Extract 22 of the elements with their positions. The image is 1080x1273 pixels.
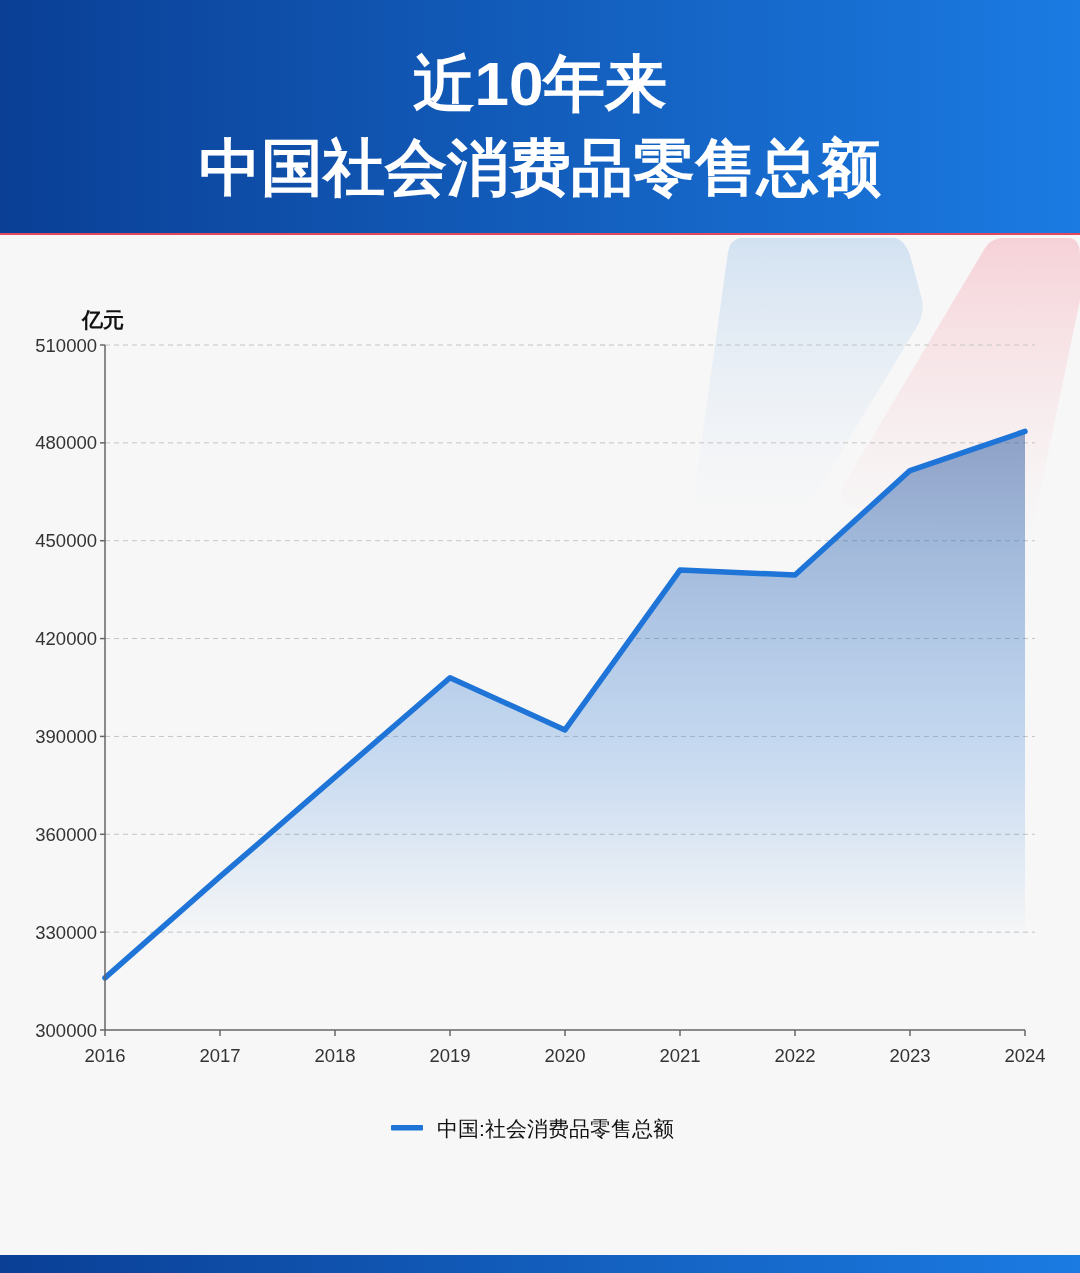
y-axis-title: 亿元 <box>81 308 124 331</box>
x-tick-label: 2023 <box>889 1045 931 1066</box>
x-tick-label: 2021 <box>659 1045 701 1066</box>
y-tick-label: 330000 <box>35 921 97 943</box>
y-tick-label: 480000 <box>35 432 97 454</box>
y-tick-label: 420000 <box>35 628 97 650</box>
y-tick-label: 360000 <box>35 823 97 845</box>
y-tick-label: 300000 <box>35 1019 97 1041</box>
chart-title: 近10年来 <box>412 49 668 118</box>
y-tick-label: 390000 <box>35 725 97 747</box>
x-tick-label: 2018 <box>314 1045 356 1066</box>
x-tick-label: 2019 <box>429 1045 471 1066</box>
x-tick-label: 2024 <box>1004 1045 1046 1066</box>
y-tick-label: 510000 <box>35 334 97 356</box>
x-tick-label: 2020 <box>544 1045 586 1066</box>
legend: 中国:社会消费品零售总额 <box>391 1116 674 1140</box>
chart-subtitle: 中国社会消费品零售总额 <box>199 133 881 202</box>
x-tick-label: 2022 <box>774 1045 816 1066</box>
legend-label: 中国:社会消费品零售总额 <box>437 1116 674 1140</box>
y-tick-label: 450000 <box>35 530 97 552</box>
x-tick-label: 2017 <box>199 1045 241 1066</box>
x-tick-label: 2016 <box>84 1045 126 1066</box>
